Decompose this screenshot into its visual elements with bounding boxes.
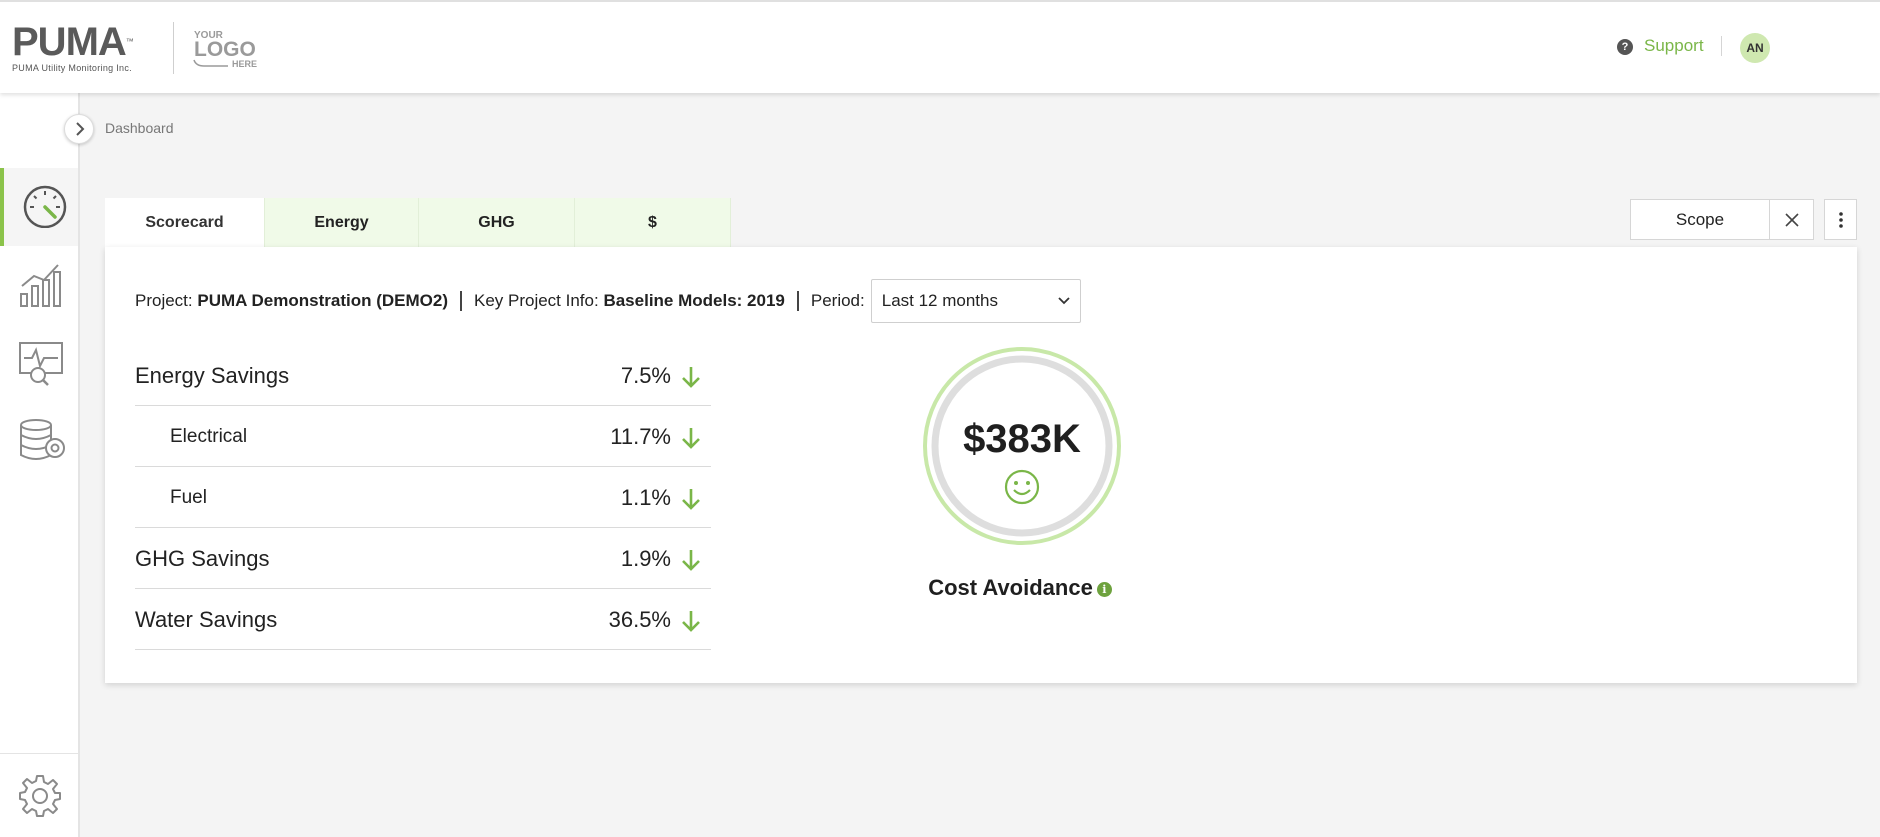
info-icon[interactable]: i [1096,581,1112,597]
arrow-down-icon [682,550,700,571]
speedometer-icon [23,185,67,228]
metric-row-water: Water Savings 36.5% [135,589,711,650]
period-value: Last 12 months [881,291,998,310]
sidebar-toggle-button[interactable] [64,114,94,144]
chevron-right-icon [76,122,85,136]
metric-row-fuel: Fuel 1.1% [135,467,711,528]
gear-icon [19,775,61,817]
metric-value: 1.9% [620,546,671,571]
cost-avoidance-label: Cost Avoidance i [885,575,1155,601]
savings-list: Energy Savings 7.5% Electrical 11.7% Fue… [135,345,711,650]
metric-label: Energy Savings [135,363,290,388]
metric-row-energy: Energy Savings 7.5% [135,345,711,406]
metric-row-electrical: Electrical 11.7% [135,406,711,467]
sidebar-item-analytics[interactable] [0,246,78,324]
header-divider [173,22,174,74]
database-gear-icon [20,419,65,460]
more-options-button[interactable] [1824,199,1857,240]
key-info-value: Baseline Models: 2019 [603,291,785,310]
arrow-down-icon [682,611,700,632]
arrow-down-icon [682,367,700,388]
scope-control: Scope [1630,199,1814,240]
metric-value: 11.7% [610,424,671,449]
key-info-label: Key Project Info: [473,291,599,310]
metric-label: Fuel [170,487,207,508]
help-icon[interactable]: ? [1617,39,1633,55]
sidebar-item-monitoring[interactable] [0,324,78,402]
brand-tagline: PUMA Utility Monitoring Inc. [12,63,132,73]
user-avatar[interactable]: AN [1740,33,1770,63]
bar-chart-icon [20,264,61,307]
sidebar-settings[interactable] [0,753,78,837]
metric-row-ghg: GHG Savings 1.9% [135,528,711,589]
metric-label: Electrical [170,426,248,447]
arrow-down-icon [682,489,700,510]
metric-value: 7.5% [620,363,671,388]
tab-cost[interactable]: $ [575,198,731,247]
arrow-down-icon [682,428,700,449]
metric-label: Water Savings [135,607,278,632]
project-value: PUMA Demonstration (DEMO2) [197,291,448,310]
smile-icon [1004,469,1040,505]
metric-value: 36.5% [608,607,671,632]
header-separator [1721,36,1722,56]
metric-value: 1.1% [620,485,671,510]
logo-line-2: LOGO [194,38,256,61]
period-label: Period: [810,291,865,310]
close-icon [1785,213,1799,227]
cost-avoidance-text: Cost Avoidance [928,575,1093,600]
cost-avoidance-value: $383K [963,417,1081,461]
cost-avoidance-gauge [923,347,1121,545]
chevron-down-icon [1058,297,1070,305]
logo-line-1: YOUR [194,30,224,41]
tab-energy[interactable]: Energy [265,198,419,247]
dashboard-tabs: Scorecard Energy GHG $ [105,198,731,247]
sidebar-item-dashboard[interactable] [0,168,78,246]
scope-button[interactable]: Scope [1630,199,1770,240]
support-link[interactable]: Support [1644,36,1704,55]
info-separator [459,291,462,311]
logo-line-3: HERE [232,59,257,69]
top-header: PUMA™ PUMA Utility Monitoring Inc. YOUR … [0,0,1880,93]
period-select[interactable]: Last 12 months [870,279,1081,323]
metric-label: GHG Savings [135,546,270,571]
tab-scorecard[interactable]: Scorecard [105,198,265,247]
scope-clear-button[interactable] [1770,199,1814,240]
brand-logo[interactable]: PUMA™ PUMA Utility Monitoring Inc. [12,22,152,73]
monitor-search-icon [19,342,63,386]
tab-ghg[interactable]: GHG [419,198,575,247]
project-info-bar: Project: PUMA Demonstration (DEMO2) Key … [135,279,1081,323]
project-label: Project: [135,291,193,310]
breadcrumb[interactable]: Dashboard [105,120,174,136]
scorecard-panel: Project: PUMA Demonstration (DEMO2) Key … [105,247,1857,683]
sidebar-item-data[interactable] [0,402,78,480]
brand-name: PUMA [12,20,127,64]
info-separator [796,291,799,311]
your-logo-placeholder-icon: YOUR LOGO HERE [193,30,257,69]
sidebar [0,93,80,837]
kebab-menu-icon [1839,212,1843,228]
